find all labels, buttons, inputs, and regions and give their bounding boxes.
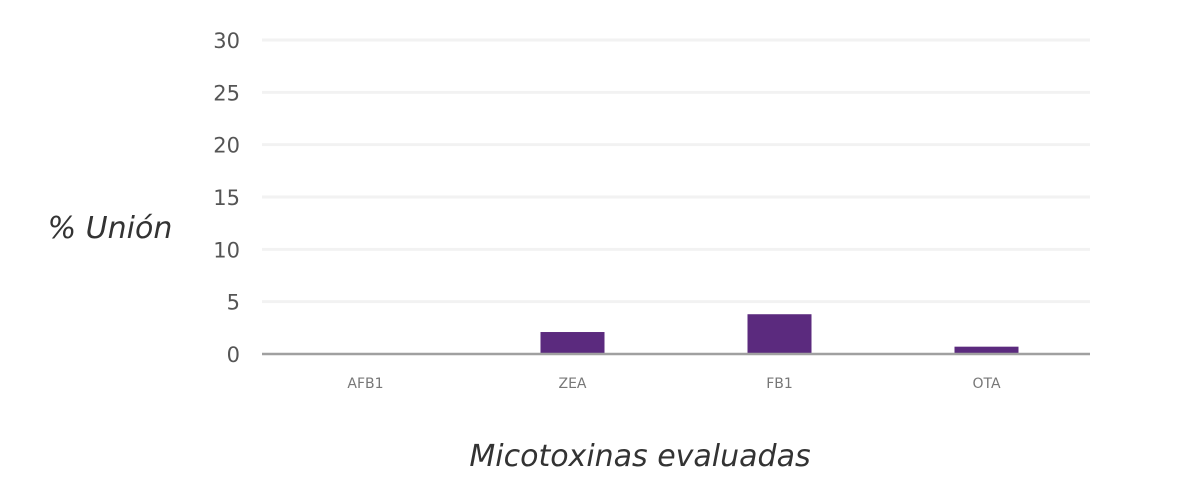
y-tick-label: 5 xyxy=(227,291,240,315)
x-tick-label: ZEA xyxy=(558,376,586,392)
x-tick-label: OTA xyxy=(972,376,1000,392)
x-tick-label: AFB1 xyxy=(347,376,383,392)
y-tick-label: 15 xyxy=(213,186,240,210)
y-tick-label: 10 xyxy=(213,238,240,262)
y-tick-label: 20 xyxy=(213,134,240,158)
x-tick-label: FB1 xyxy=(766,376,793,392)
y-tick-label: 30 xyxy=(213,29,240,53)
y-axis-title: % Unión xyxy=(48,211,173,246)
y-axis-ticks: 0 5 10 15 20 25 30 xyxy=(213,29,240,367)
y-tick-label: 25 xyxy=(213,81,240,105)
y-tick-label: 0 xyxy=(227,343,240,367)
x-axis-ticks: AFB1 ZEA FB1 OTA xyxy=(347,376,1001,392)
bar-fb1 xyxy=(747,314,812,354)
x-axis-title: Micotoxinas evaluadas xyxy=(469,439,810,474)
bar-ota xyxy=(954,346,1019,354)
bar-zea xyxy=(540,332,605,354)
bars xyxy=(540,314,1019,354)
gridlines xyxy=(262,38,1090,304)
